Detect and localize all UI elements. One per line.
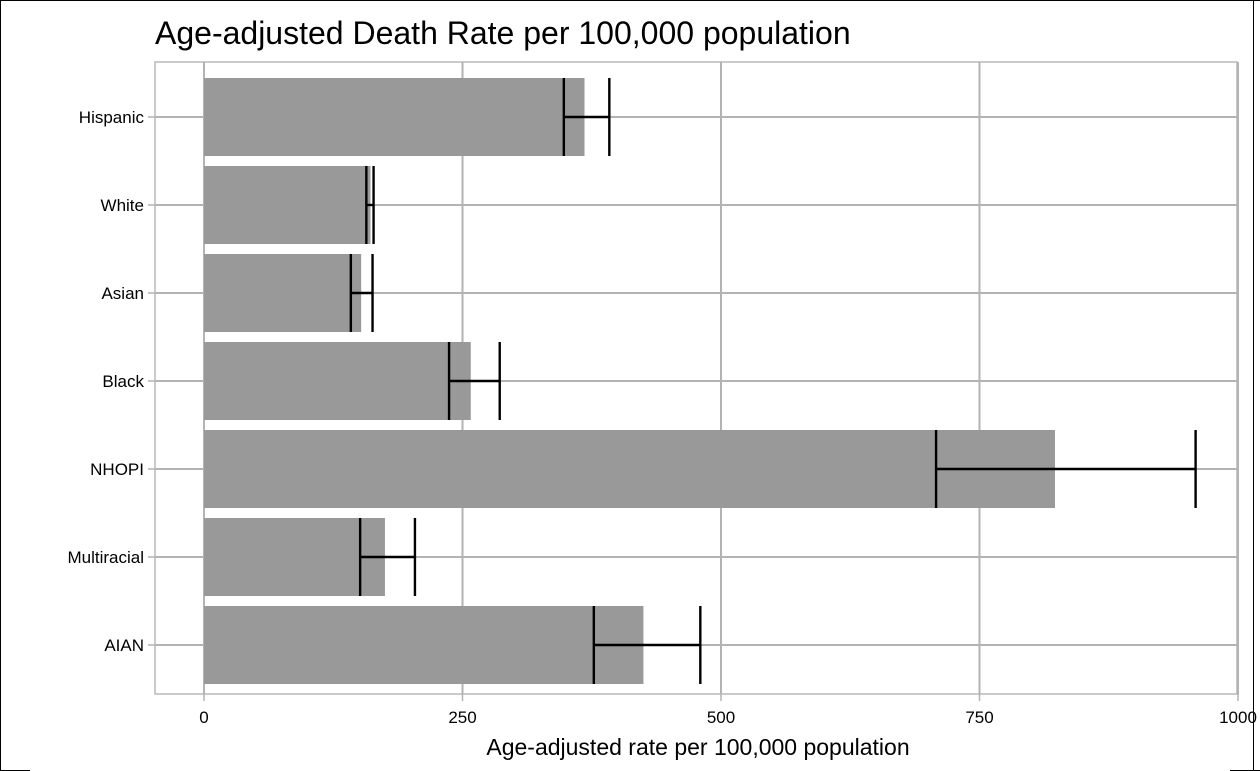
y-tick-label: NHOPI <box>90 460 144 479</box>
bar-nhopi <box>204 430 1055 508</box>
x-tick-label: 750 <box>965 708 993 727</box>
y-tick-label: Multiracial <box>67 548 144 567</box>
x-tick-label: 500 <box>707 708 735 727</box>
bar-asian <box>204 254 362 332</box>
y-tick-label: White <box>101 196 144 215</box>
x-tick-label: 250 <box>448 708 476 727</box>
x-tick-label: 0 <box>199 708 208 727</box>
bar-white <box>204 166 371 244</box>
y-tick-label: Hispanic <box>79 108 145 127</box>
y-tick-label: AIAN <box>104 636 144 655</box>
bar-multiracial <box>204 518 385 596</box>
plot-area: Hispanic White Asian Black NHOPI Multiracial A… <box>67 61 1257 727</box>
bar-hispanic <box>204 78 585 156</box>
bar-black <box>204 342 471 420</box>
y-tick-label: Black <box>102 372 144 391</box>
x-tick-label: 1000 <box>1219 708 1257 727</box>
plot-panel-border <box>154 61 1238 695</box>
chart-title: Age-adjusted Death Rate per 100,000 popu… <box>155 15 851 51</box>
x-axis-title: Age-adjusted rate per 100,000 population <box>486 734 909 760</box>
y-tick-label: Asian <box>101 284 144 303</box>
bar-aian <box>204 606 644 684</box>
